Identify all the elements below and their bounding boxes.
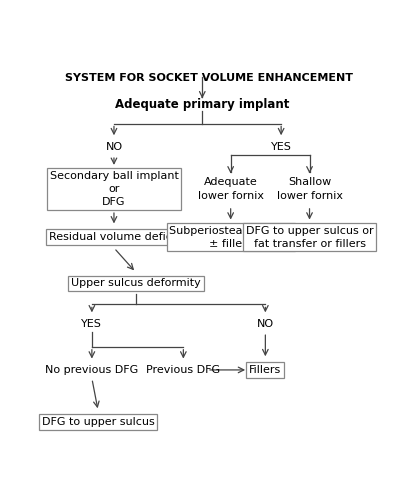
- Text: YES: YES: [271, 142, 291, 152]
- Text: SYSTEM FOR SOCKET VOLUME ENHANCEMENT: SYSTEM FOR SOCKET VOLUME ENHANCEMENT: [65, 74, 352, 84]
- Text: DFG to upper sulcus: DFG to upper sulcus: [42, 417, 155, 427]
- Text: Previous DFG: Previous DFG: [146, 365, 221, 375]
- Text: Subperiosteal implant
± fillers: Subperiosteal implant ± fillers: [169, 226, 292, 248]
- Text: NO: NO: [257, 318, 274, 328]
- Text: NO: NO: [105, 142, 123, 152]
- Text: Adequate
lower fornix: Adequate lower fornix: [198, 178, 264, 201]
- Text: Secondary ball implant
or
DFG: Secondary ball implant or DFG: [50, 171, 178, 207]
- Text: Adequate primary implant: Adequate primary implant: [115, 98, 289, 111]
- Text: Residual volume deficit: Residual volume deficit: [49, 232, 179, 242]
- Text: DFG to upper sulcus or
fat transfer or fillers: DFG to upper sulcus or fat transfer or f…: [246, 226, 373, 248]
- Text: No previous DFG: No previous DFG: [45, 365, 138, 375]
- Text: Shallow
lower fornix: Shallow lower fornix: [276, 178, 343, 201]
- Text: Upper sulcus deformity: Upper sulcus deformity: [71, 278, 201, 288]
- Text: YES: YES: [81, 318, 102, 328]
- Text: Fillers: Fillers: [249, 365, 282, 375]
